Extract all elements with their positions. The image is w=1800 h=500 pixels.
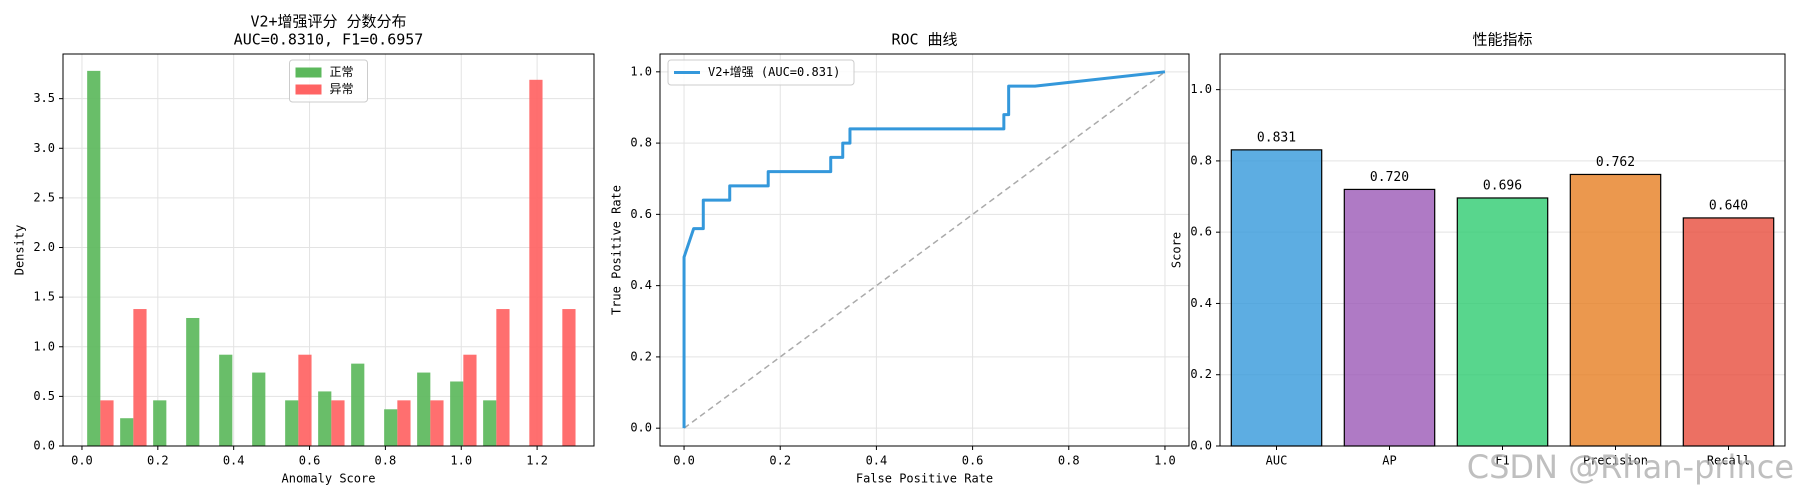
x-axis-label: False Positive Rate (856, 472, 993, 486)
bar (219, 354, 233, 446)
y-tick-label: 3.0 (33, 141, 55, 155)
y-tick-label: 0.4 (630, 278, 652, 292)
bar (384, 409, 398, 446)
value-label: 0.762 (1596, 155, 1635, 170)
x-tick-label: 0.6 (299, 454, 321, 468)
x-tick-label: AP (1382, 454, 1396, 468)
x-tick-label: F1 (1495, 454, 1509, 468)
y-tick-label: 0.0 (630, 421, 652, 435)
bar (463, 354, 477, 446)
axes-frame (659, 53, 1190, 447)
legend-box (289, 59, 368, 103)
y-tick-label: 1.0 (630, 64, 652, 78)
axes-frame (1219, 53, 1786, 447)
bar (430, 400, 444, 446)
bar (133, 309, 147, 446)
y-tick-label: 1.5 (33, 290, 55, 304)
bar (397, 400, 411, 446)
y-tick-label: 0.6 (1190, 225, 1212, 239)
x-tick-label: 0.8 (375, 454, 397, 468)
bar (120, 418, 134, 446)
bar (529, 79, 543, 447)
x-tick-label: 1.2 (526, 454, 548, 468)
x-tick-label: 0.6 (962, 454, 984, 468)
chart-title: V2+增强评分 分数分布 (250, 13, 406, 31)
bar (298, 354, 312, 446)
bar (1569, 173, 1662, 447)
y-axis-label: Density (13, 225, 27, 276)
bar (450, 381, 464, 446)
reference-line (683, 71, 1166, 429)
legend-box (667, 59, 855, 86)
bar (562, 309, 576, 446)
value-label: 0.720 (1370, 170, 1409, 185)
chart-title: 性能指标 (1472, 31, 1532, 49)
y-tick-label: 0.6 (630, 207, 652, 221)
bar (318, 391, 332, 446)
line (682, 70, 1166, 429)
legend-label: V2+增强 (AUC=0.831) (708, 65, 840, 79)
bar (331, 400, 345, 446)
chart-title: ROC 曲线 (891, 31, 957, 49)
bar (252, 372, 266, 446)
y-tick-label: 0.4 (1190, 296, 1212, 310)
bar (483, 400, 497, 446)
x-tick-label: 0.0 (71, 454, 93, 468)
bar (285, 400, 299, 446)
x-tick-label: 1.0 (450, 454, 472, 468)
bar (87, 70, 101, 447)
value-label: 0.696 (1483, 178, 1522, 193)
value-label: 0.640 (1709, 198, 1748, 213)
y-tick-label: 0.8 (630, 136, 652, 150)
x-tick-label: 0.2 (147, 454, 169, 468)
x-tick-label: 0.0 (673, 454, 695, 468)
y-tick-label: 3.5 (33, 91, 55, 105)
x-axis-label: Anomaly Score (282, 472, 376, 486)
x-tick-label: 0.8 (1058, 454, 1080, 468)
bar (100, 400, 114, 446)
y-axis-label: True Positive Rate (610, 185, 624, 315)
watermark: CSDN @Rhan-prince (1467, 448, 1794, 486)
y-tick-label: 0.2 (1190, 367, 1212, 381)
y-axis-label: Score (1170, 232, 1184, 268)
y-tick-label: 0.8 (1190, 153, 1212, 167)
bar (351, 363, 365, 446)
y-tick-label: 1.0 (33, 339, 55, 353)
bar (417, 372, 431, 446)
value-label: 0.831 (1257, 130, 1296, 145)
bar (186, 317, 200, 446)
x-tick-label: Recall (1707, 454, 1750, 468)
x-tick-label: 1.0 (1154, 454, 1176, 468)
y-tick-label: 0.5 (33, 389, 55, 403)
legend-label: 正常 (330, 65, 354, 79)
x-tick-label: Precision (1583, 454, 1648, 468)
x-tick-label: 0.2 (769, 454, 791, 468)
y-tick-label: 2.0 (33, 240, 55, 254)
x-tick-label: AUC (1266, 454, 1288, 468)
axes-frame (62, 53, 595, 447)
y-tick-label: 1.0 (1190, 82, 1212, 96)
bar (1230, 149, 1323, 447)
legend-swatch (295, 67, 322, 78)
bar (1682, 217, 1775, 447)
bar (153, 400, 167, 446)
bar (1456, 197, 1549, 447)
chart-subtitle: AUC=0.8310, F1=0.6957 (234, 31, 424, 49)
x-tick-label: 0.4 (866, 454, 888, 468)
y-tick-label: 0.2 (630, 349, 652, 363)
bar (496, 309, 510, 446)
y-tick-label: 0.0 (1190, 439, 1212, 453)
y-tick-label: 0.0 (33, 439, 55, 453)
bar (1343, 188, 1436, 447)
y-tick-label: 2.5 (33, 190, 55, 204)
x-tick-label: 0.4 (223, 454, 245, 468)
legend-label: 异常 (330, 82, 354, 96)
legend-swatch (295, 84, 322, 95)
